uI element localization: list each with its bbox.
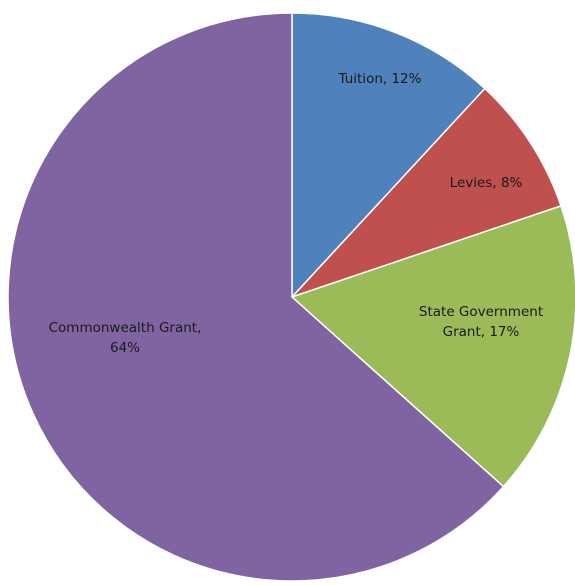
data-label-line: Levies, 8% <box>450 175 523 191</box>
pie-slice-state-government-grant <box>290 204 575 488</box>
pie-slice-levies <box>291 87 562 298</box>
data-label-tuition: Tuition, 12% <box>338 71 422 87</box>
data-label-line: Commonwealth Grant, <box>49 320 202 336</box>
pie-labels: Tuition, 12% Levies, 8% State Government Gr… <box>49 71 543 356</box>
data-label-line: Tuition, 12% <box>338 71 422 87</box>
pie-slice-tuition <box>291 12 486 299</box>
data-label-line: 64% <box>110 340 140 356</box>
data-label-line: Grant, 17% <box>443 324 520 340</box>
pie-slices <box>7 12 575 582</box>
data-label-levies: Levies, 8% <box>450 175 523 191</box>
data-label-commonwealth-grant: Commonwealth Grant, 64% <box>49 320 202 356</box>
pie-slice-commonwealth-grant <box>7 12 505 582</box>
data-label-state-government-grant: State Government Grant, 17% <box>419 304 543 340</box>
data-label-line: State Government <box>419 304 543 320</box>
